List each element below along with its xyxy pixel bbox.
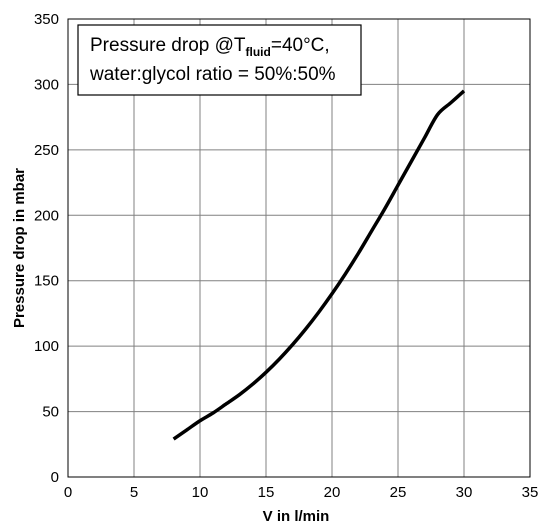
y-tick-label: 150 <box>34 273 59 290</box>
y-axis-title: Pressure drop in mbar <box>11 168 28 328</box>
x-tick-label: 25 <box>390 484 407 501</box>
annotation-subscript: fluid <box>246 45 271 59</box>
y-tick-label: 250 <box>34 142 59 159</box>
x-tick-label: 20 <box>324 484 341 501</box>
y-tick-label: 300 <box>34 76 59 93</box>
x-tick-label: 35 <box>522 484 539 501</box>
annotation-box: Pressure drop @Tfluid=40°C, water:glycol… <box>77 24 362 96</box>
y-tick-label: 50 <box>42 404 59 421</box>
x-axis-title: V in l/min <box>263 508 330 524</box>
x-tick-label: 30 <box>456 484 473 501</box>
pressure-drop-curve <box>172 89 466 441</box>
series-layer <box>172 89 466 441</box>
annotation-line2: water:glycol ratio = 50%:50% <box>89 64 336 85</box>
y-tick-label: 350 <box>34 11 59 28</box>
x-tick-label: 10 <box>192 484 209 501</box>
y-tick-label: 0 <box>51 469 59 486</box>
y-tick-label: 200 <box>34 207 59 224</box>
x-tick-label: 0 <box>64 484 72 501</box>
annotation-frame <box>77 24 362 96</box>
y-tick-label: 100 <box>34 338 59 355</box>
annotation-line1: Pressure drop @Tfluid=40°C, <box>90 35 330 59</box>
x-tick-label: 15 <box>258 484 275 501</box>
annotation-line1-suffix: =40°C, <box>271 35 330 56</box>
plot-frame <box>67 18 531 478</box>
x-tick-label: 5 <box>130 484 138 501</box>
annotation-line1-prefix: Pressure drop @T <box>90 35 246 56</box>
